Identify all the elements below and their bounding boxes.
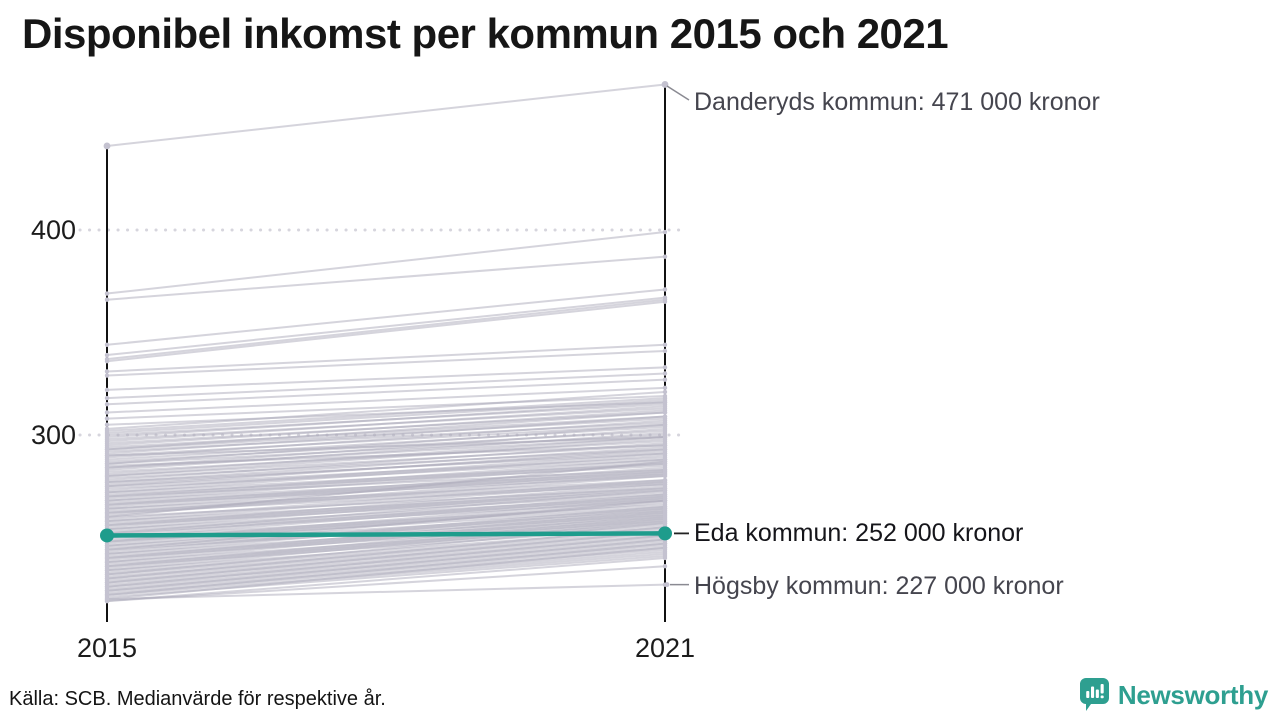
y-axis-tick-300: 300: [30, 420, 76, 450]
chart-title: Disponibel inkomst per kommun 2015 och 2…: [22, 10, 949, 57]
newsworthy-logo: Newsworthy: [1079, 678, 1268, 712]
x-axis-label-2015: 2015: [76, 633, 138, 663]
annotation-danderyd: Danderyds kommun: 471 000 kronor: [694, 88, 1100, 116]
source-note: Källa: SCB. Medianvärde för respektive å…: [9, 688, 386, 710]
annotation-eda-highlight: Eda kommun: 252 000 kronor: [694, 519, 1024, 547]
annotation-hogsby: Högsby kommun: 227 000 kronor: [694, 572, 1064, 600]
newsworthy-bubble-chart-icon: [1079, 678, 1109, 711]
newsworthy-wordmark: Newsworthy: [1117, 679, 1268, 710]
x-axis-label-2021: 2021: [634, 633, 696, 663]
y-axis-tick-400: 400: [30, 215, 76, 245]
